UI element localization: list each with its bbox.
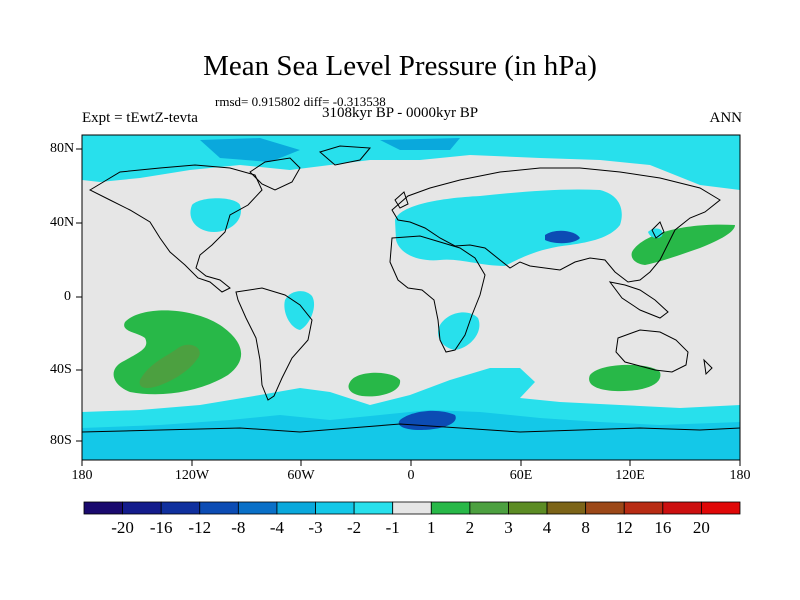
lon-label-60e: 60E — [509, 468, 533, 483]
colorbar-tick-label: -4 — [269, 518, 285, 537]
colorbar-swatch — [546, 501, 587, 515]
colorbar-tick-label: 2 — [465, 518, 475, 537]
arctic-blue-2 — [380, 138, 460, 150]
colorbar-tick-label: -2 — [347, 518, 362, 537]
stats-text: rmsd= 0.915802 diff= -0.313538 — [215, 94, 386, 109]
map-field — [82, 135, 740, 460]
lat-label-40n: 40N — [50, 215, 75, 230]
colorbar-tick-label: -12 — [188, 518, 212, 537]
arctic-blue — [200, 138, 300, 162]
colorbar-swatch — [276, 501, 316, 515]
lon-label-120e: 120E — [615, 468, 645, 483]
colorbar-swatch — [662, 501, 702, 515]
colorbar-swatch — [237, 501, 278, 515]
colorbar-swatch — [508, 501, 548, 515]
colorbar-tick-label: 4 — [542, 518, 552, 537]
lon-label-60w: 60W — [287, 468, 315, 483]
colorbar-swatch — [353, 501, 394, 515]
lat-label-80n: 80N — [50, 141, 75, 156]
lat-label-80s: 80S — [50, 433, 72, 448]
colorbar-tick-label: -3 — [308, 518, 323, 537]
colorbar-swatch — [430, 501, 471, 515]
coastlines — [82, 145, 740, 433]
lon-label-180e: 180 — [729, 468, 751, 483]
indian-ocean-high — [589, 364, 661, 392]
colorbar-swatch — [83, 501, 123, 515]
colorbar-swatch — [199, 501, 239, 515]
colorbar-tick-label: 12 — [615, 518, 633, 537]
lon-label-0: 0 — [407, 468, 415, 483]
central-asia-low — [545, 230, 580, 244]
experiment-label: Expt = tEwtZ-tevta — [82, 110, 198, 126]
colorbar-swatch — [160, 501, 201, 515]
colorbar-tick-label: 16 — [654, 518, 672, 537]
lat-label-40s: 40S — [50, 362, 72, 377]
colorbar-swatch — [701, 501, 741, 515]
period-label: 3108kyr BP - 0000kyr BP — [322, 105, 479, 121]
lat-label-0: 0 — [64, 289, 71, 304]
colorbar-tick-label: -16 — [149, 518, 173, 537]
colorbar-swatch — [315, 501, 355, 515]
colorbar-tick-label: 20 — [692, 518, 710, 537]
southern-ocean-mid — [82, 410, 740, 460]
colorbar-tick-label: 3 — [504, 518, 513, 537]
south-america-anomaly — [284, 291, 315, 330]
colorbar-swatch — [469, 501, 509, 515]
colorbar-tick-label: -20 — [111, 518, 134, 537]
chart-title: Mean Sea Level Pressure (in hPa) — [203, 50, 597, 82]
colorbar-tick-label: -1 — [385, 518, 400, 537]
southern-africa-anomaly — [437, 312, 480, 350]
south-atlantic-high — [348, 372, 401, 397]
colorbar-swatch — [122, 501, 162, 515]
colorbar-swatch — [585, 501, 625, 515]
colorbar — [83, 501, 741, 515]
colorbar-tick-label: 1 — [427, 518, 436, 537]
colorbar-tick-label: 8 — [581, 518, 590, 537]
eurasia-anomaly — [395, 189, 622, 266]
colorbar-swatch — [623, 501, 664, 515]
lon-label-120w: 120W — [174, 468, 210, 483]
season-label: ANN — [709, 110, 743, 126]
axis-ticks — [76, 148, 741, 466]
south-pacific-core — [139, 344, 200, 388]
colorbar-swatch — [392, 501, 432, 515]
colorbar-tick-label: -8 — [231, 518, 246, 537]
north-atlantic-anomaly — [190, 198, 241, 232]
lon-label-180w: 180 — [71, 468, 93, 483]
